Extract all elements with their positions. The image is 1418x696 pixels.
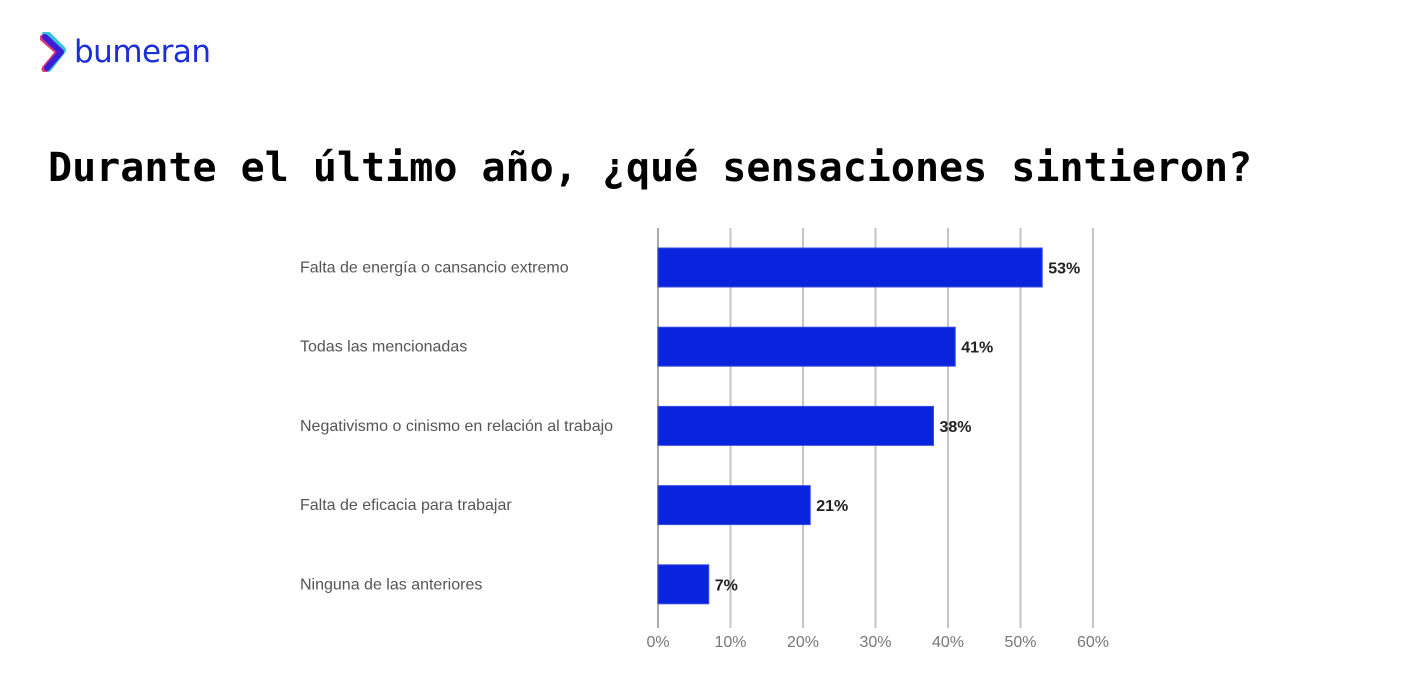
category-label: Negativismo o cinismo en relación al tra… bbox=[300, 418, 613, 435]
data-label: 38% bbox=[940, 419, 972, 436]
bar bbox=[657, 326, 956, 367]
bar bbox=[657, 247, 1043, 288]
bar bbox=[657, 564, 710, 605]
x-tick-label: 40% bbox=[932, 634, 964, 651]
x-tick-label: 50% bbox=[1004, 634, 1036, 651]
boomerang-chevron-icon bbox=[40, 32, 66, 72]
page-title: Durante el último año, ¿qué sensaciones … bbox=[48, 145, 1253, 191]
data-label: 53% bbox=[1048, 261, 1080, 278]
x-tick-label: 20% bbox=[787, 634, 819, 651]
category-label: Falta de eficacia para trabajar bbox=[300, 497, 512, 514]
x-tick-label: 10% bbox=[714, 634, 746, 651]
category-label: Ninguna de las anteriores bbox=[300, 576, 482, 593]
data-label: 21% bbox=[816, 498, 848, 515]
category-label: Todas las mencionadas bbox=[300, 339, 467, 356]
bumeran-logo: bumeran bbox=[40, 32, 211, 72]
x-tick-label: 30% bbox=[859, 634, 891, 651]
bar bbox=[657, 485, 811, 526]
data-label: 7% bbox=[715, 577, 738, 594]
data-label: 41% bbox=[961, 340, 993, 357]
category-label: Falta de energía o cansancio extremo bbox=[300, 260, 569, 277]
x-tick-label: 0% bbox=[646, 634, 669, 651]
bar bbox=[657, 405, 934, 446]
brand-name: bumeran bbox=[74, 33, 211, 70]
x-tick-label: 60% bbox=[1077, 634, 1109, 651]
